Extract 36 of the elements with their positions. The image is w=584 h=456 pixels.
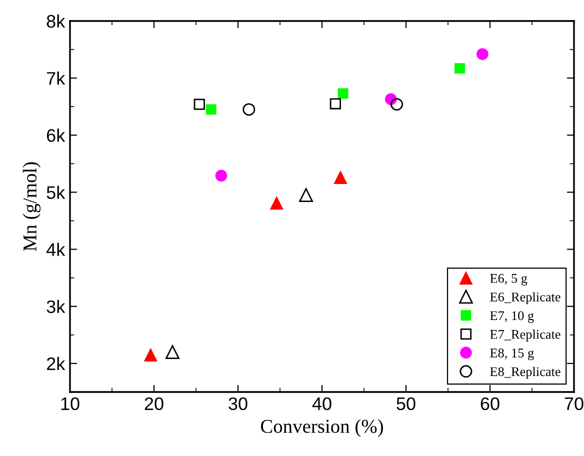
point bbox=[330, 98, 341, 110]
legend-label: E8_Replicate bbox=[490, 366, 560, 379]
x-tick-label: 30 bbox=[228, 397, 248, 410]
point bbox=[166, 345, 180, 359]
y-tick-label: 5k bbox=[46, 186, 66, 199]
x-axis-title: Conversion (%) bbox=[260, 419, 383, 437]
x-tick-label: 40 bbox=[312, 397, 332, 410]
legend-label: E6, 5 g bbox=[490, 274, 528, 286]
point bbox=[144, 348, 158, 362]
legend-label: E6_Replicate bbox=[490, 292, 560, 304]
y-tick-label: 8k bbox=[46, 14, 66, 28]
y-tick-label: 4k bbox=[46, 242, 66, 256]
x-tick-label: 20 bbox=[144, 397, 164, 410]
y-tick-label: 7k bbox=[46, 72, 66, 85]
y-tick-label: 3k bbox=[46, 300, 66, 314]
point bbox=[334, 170, 348, 184]
point bbox=[476, 48, 488, 60]
legend-label: E7, 10 g bbox=[490, 311, 534, 323]
x-tick-label: 60 bbox=[480, 397, 500, 410]
legend-label: E7_Replicate bbox=[490, 330, 560, 342]
x-tick-label: 50 bbox=[396, 397, 416, 410]
point bbox=[270, 196, 284, 210]
point bbox=[206, 104, 216, 115]
point bbox=[390, 98, 404, 111]
x-tick-label: 70 bbox=[564, 397, 584, 410]
point bbox=[454, 63, 465, 74]
point bbox=[338, 88, 348, 99]
point bbox=[242, 103, 256, 116]
point bbox=[194, 98, 205, 110]
legend-label: E8, 15 g bbox=[490, 348, 534, 360]
point bbox=[215, 170, 228, 182]
x-tick-label: 10 bbox=[61, 397, 80, 410]
point bbox=[299, 188, 313, 202]
y-axis-title: Mn (g/mol) bbox=[22, 162, 41, 252]
y-tick-label: 2k bbox=[46, 356, 66, 370]
y-tick-label: 6k bbox=[46, 128, 66, 142]
